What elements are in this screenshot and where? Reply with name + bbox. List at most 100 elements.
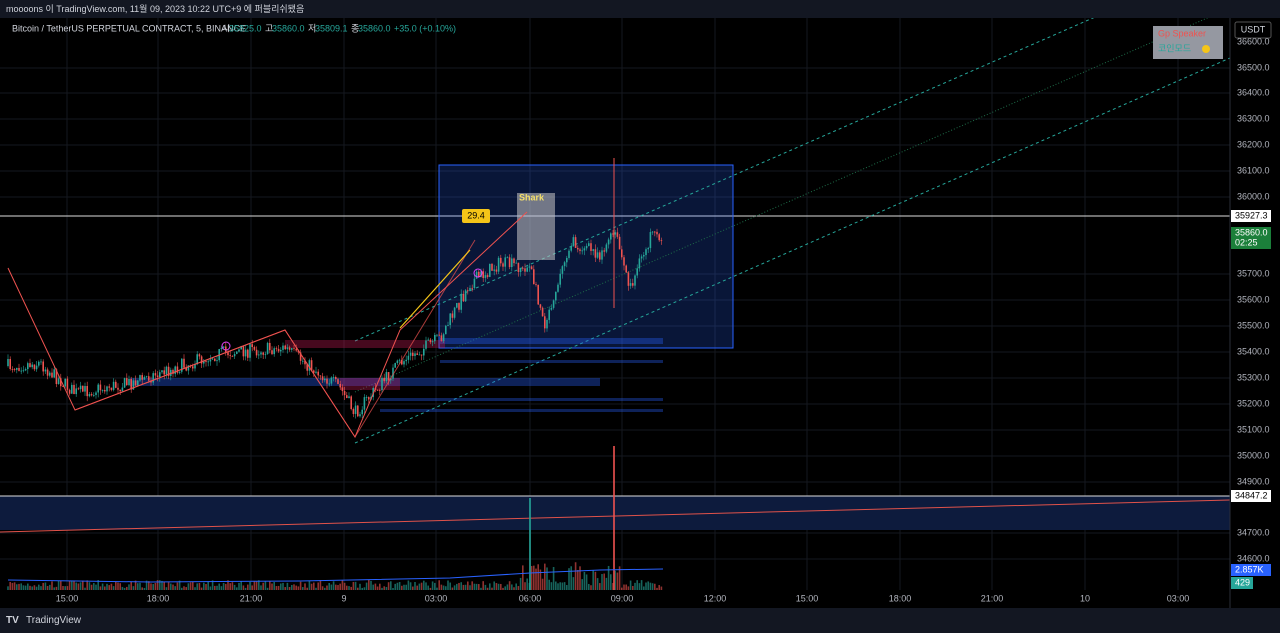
candle-body [282,345,284,350]
volume-bar [64,586,66,590]
candle-body [629,283,632,286]
candle-body [438,334,440,336]
brand: TradingView [26,615,82,626]
candle-body [636,268,638,276]
publish-title: moooons 이 TradingView.com, 11월 09, 2023 … [6,4,305,14]
volume-bar [139,582,141,590]
candle-body [462,293,465,302]
volume-bar [651,583,654,590]
volume-bar [530,566,533,590]
volume-bar [24,585,27,590]
volume-bar [209,586,212,590]
volume-bar [348,586,350,590]
volume-bar [495,583,498,590]
candle-body [365,397,368,398]
volume-bar [368,580,370,590]
price-tag-text: 35860.0 [1235,227,1268,237]
volume-bar [112,586,115,590]
volume-bar [260,585,262,590]
candle-body [7,359,9,366]
volume-bar [412,586,414,590]
volume-bar [225,583,227,590]
candle-body [247,349,249,358]
volume-bar [484,584,487,590]
volume-bar [643,586,645,590]
volume-bar [537,564,539,590]
volume-bar [456,583,458,590]
candle-body [625,265,627,273]
volume-bar [141,587,143,590]
ohlc-label: 종 [351,23,359,33]
candle-body [403,361,405,365]
candle-body [541,307,544,317]
volume-bar [302,587,304,590]
candle-body [205,361,207,362]
candle-body [194,364,196,369]
volume-bar [548,579,550,590]
volume-bar [379,583,381,590]
candle-body [429,339,432,343]
candle-body [385,372,388,382]
volume-bar [31,586,33,590]
volume-bar [68,580,71,590]
volume-bar [88,582,91,590]
volume-bar [469,585,471,590]
zigzag [74,239,476,438]
volume-bar [449,582,451,590]
volume-bar [381,587,383,590]
volume-bar [581,579,583,590]
volume-bar [550,582,553,590]
volume-bar [596,578,599,590]
candle-body [148,376,150,381]
candle-body [183,358,185,368]
candle-body [350,396,352,409]
candle-body [145,376,148,378]
volume-bar [196,583,198,590]
candle-body [621,249,623,258]
candle-body [216,360,218,362]
volume-bar [218,583,220,590]
volume-bar [121,586,124,590]
volume-bar [128,584,130,590]
volume-bar [49,584,51,590]
candle-body [42,361,44,372]
volume-bar [570,566,572,590]
candle-body [592,249,594,251]
candle-body [337,379,339,384]
candle-body [577,247,579,250]
volume-bar [326,585,328,590]
candle-body [478,271,480,277]
candle-body [128,379,130,386]
candle-body [414,353,416,356]
candle-body [44,369,47,372]
candle-body [165,366,168,375]
volume-bar [108,585,110,590]
pattern-label: Shark [519,192,545,202]
publish-bar: moooons 이 TradingView.com, 11월 09, 2023 … [0,0,1280,18]
candle-body [599,252,601,260]
candle-body [29,363,31,368]
volume-bar [559,582,561,590]
volume-bar [172,584,174,590]
volume-bar [500,583,502,590]
candle-body [346,395,348,398]
currency-button[interactable] [1234,21,1272,39]
candle-body [297,350,300,353]
candle-body [308,360,311,371]
volume-bar [480,587,482,590]
candle-body [167,366,170,376]
price-label: 36200.0 [1237,139,1270,149]
candle-body [222,346,225,348]
volume-bar [425,582,427,590]
candle-body [610,233,612,240]
zones [130,338,663,412]
volume-bar [420,582,423,590]
candle-body [489,263,491,277]
volume-bar [588,583,590,590]
volume-bar [409,582,412,590]
time-label: 10 [1080,593,1090,603]
candle-body [141,375,143,380]
candle-body [409,352,412,356]
volume-bar [513,587,515,590]
